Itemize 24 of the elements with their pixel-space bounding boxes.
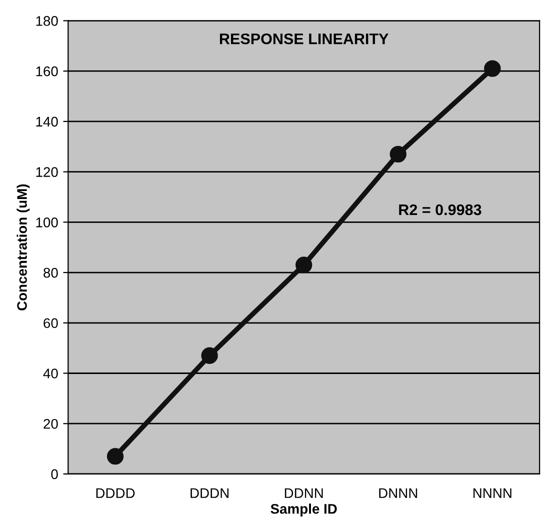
y-tick-label: 180	[36, 16, 58, 26]
x-tick-label: DNNN	[379, 488, 418, 498]
y-tick-label: 100	[36, 218, 58, 228]
y-tick-label: 20	[44, 418, 58, 429]
point	[296, 256, 312, 274]
point	[201, 347, 218, 364]
y-axis-title: Concentration (uM)	[16, 184, 30, 310]
x-axis-title: Sample ID	[270, 504, 337, 517]
x-tick-label: DDDN	[190, 488, 228, 498]
y-tick-label: 160	[36, 66, 58, 76]
x-tick-label: DDNN	[284, 488, 323, 498]
y-tick-label: 80	[44, 268, 58, 278]
text: RESPONSE LINEARITY	[220, 33, 388, 44]
point	[106, 448, 124, 465]
annotation: R2 = 0.9983	[399, 204, 482, 216]
point	[484, 60, 501, 77]
y-tick-label: 0	[51, 469, 58, 480]
y-tick-label: 40	[43, 368, 58, 378]
x-tick-label: DDDD	[96, 488, 135, 498]
y-tick-label: 120	[36, 167, 58, 177]
point	[390, 146, 406, 163]
y-tick-label: 60	[44, 318, 58, 328]
x-tick-label: NNNN	[473, 488, 512, 498]
y-tick-label: 140	[36, 116, 58, 127]
